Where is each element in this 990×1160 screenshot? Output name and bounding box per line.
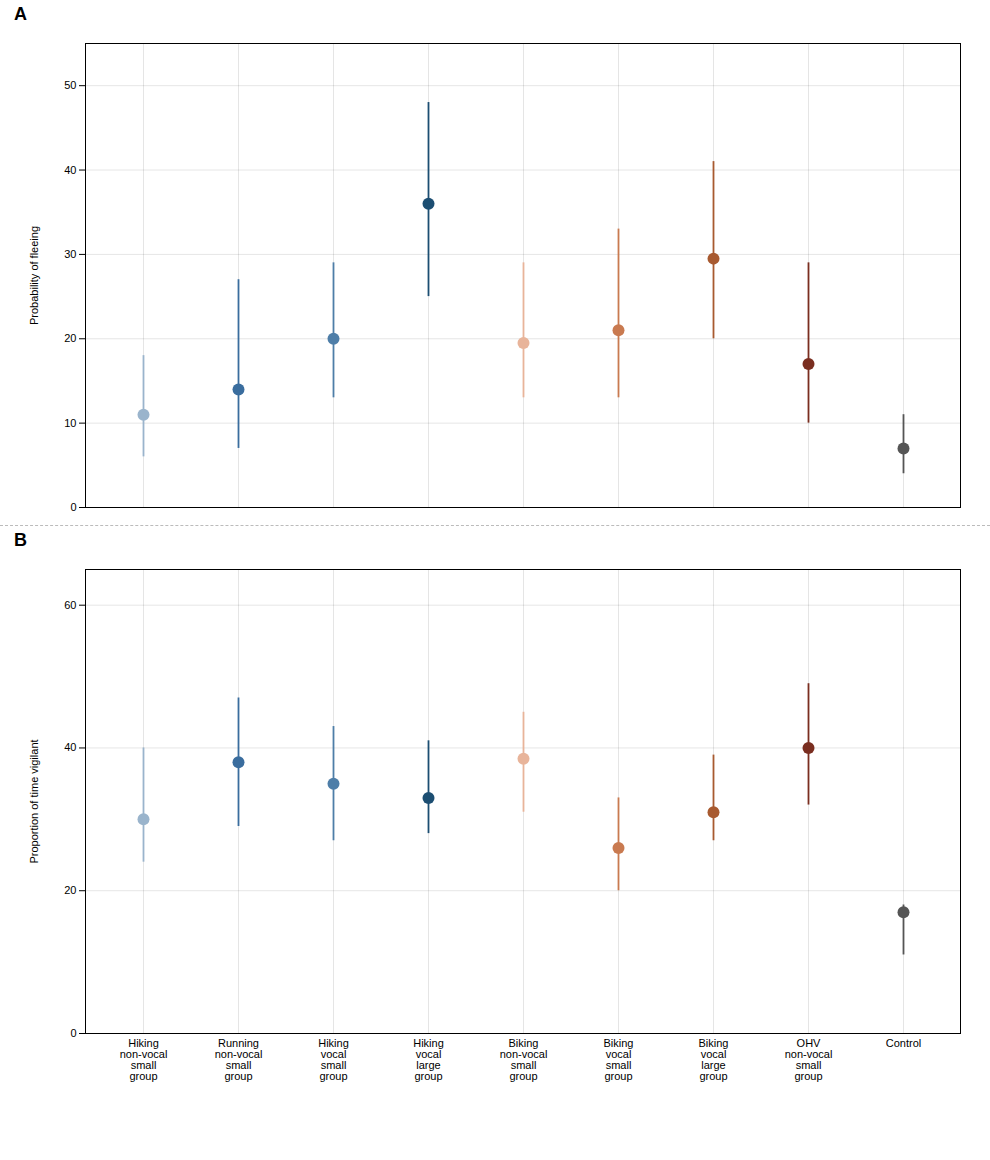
html-text:B: B — [14, 530, 27, 550]
svg-text:20: 20 — [64, 332, 76, 344]
svg-text:10: 10 — [64, 417, 76, 429]
svg-text:30: 30 — [64, 248, 76, 260]
svg-text:Hikingvocallargegroup: Hikingvocallargegroup — [413, 1037, 444, 1082]
svg-text:Bikingnon-vocalsmallgroup: Bikingnon-vocalsmallgroup — [500, 1037, 548, 1082]
svg-text:40: 40 — [64, 741, 76, 753]
svg-text:0: 0 — [70, 501, 76, 513]
svg-text:Probability of fleeing: Probability of fleeing — [28, 226, 40, 325]
svg-text:OHVnon-vocalsmallgroup: OHVnon-vocalsmallgroup — [785, 1037, 833, 1082]
svg-text:Bikingvocallargegroup: Bikingvocallargegroup — [699, 1037, 729, 1082]
svg-text:0: 0 — [70, 1027, 76, 1039]
svg-text:50: 50 — [64, 79, 76, 91]
svg-text:Control: Control — [886, 1037, 921, 1049]
svg-text:Proportion of time vigilant: Proportion of time vigilant — [28, 739, 40, 863]
html-text:A: A — [14, 4, 27, 24]
svg-text:Hikingvocalsmallgroup: Hikingvocalsmallgroup — [318, 1037, 349, 1082]
svg-text:40: 40 — [64, 164, 76, 176]
svg-text:Runningnon-vocalsmallgroup: Runningnon-vocalsmallgroup — [215, 1037, 263, 1082]
svg-text:60: 60 — [64, 599, 76, 611]
svg-text:Hikingnon-vocalsmallgroup: Hikingnon-vocalsmallgroup — [120, 1037, 168, 1082]
svg-text:Bikingvocalsmallgroup: Bikingvocalsmallgroup — [604, 1037, 634, 1082]
svg-text:20: 20 — [64, 884, 76, 896]
